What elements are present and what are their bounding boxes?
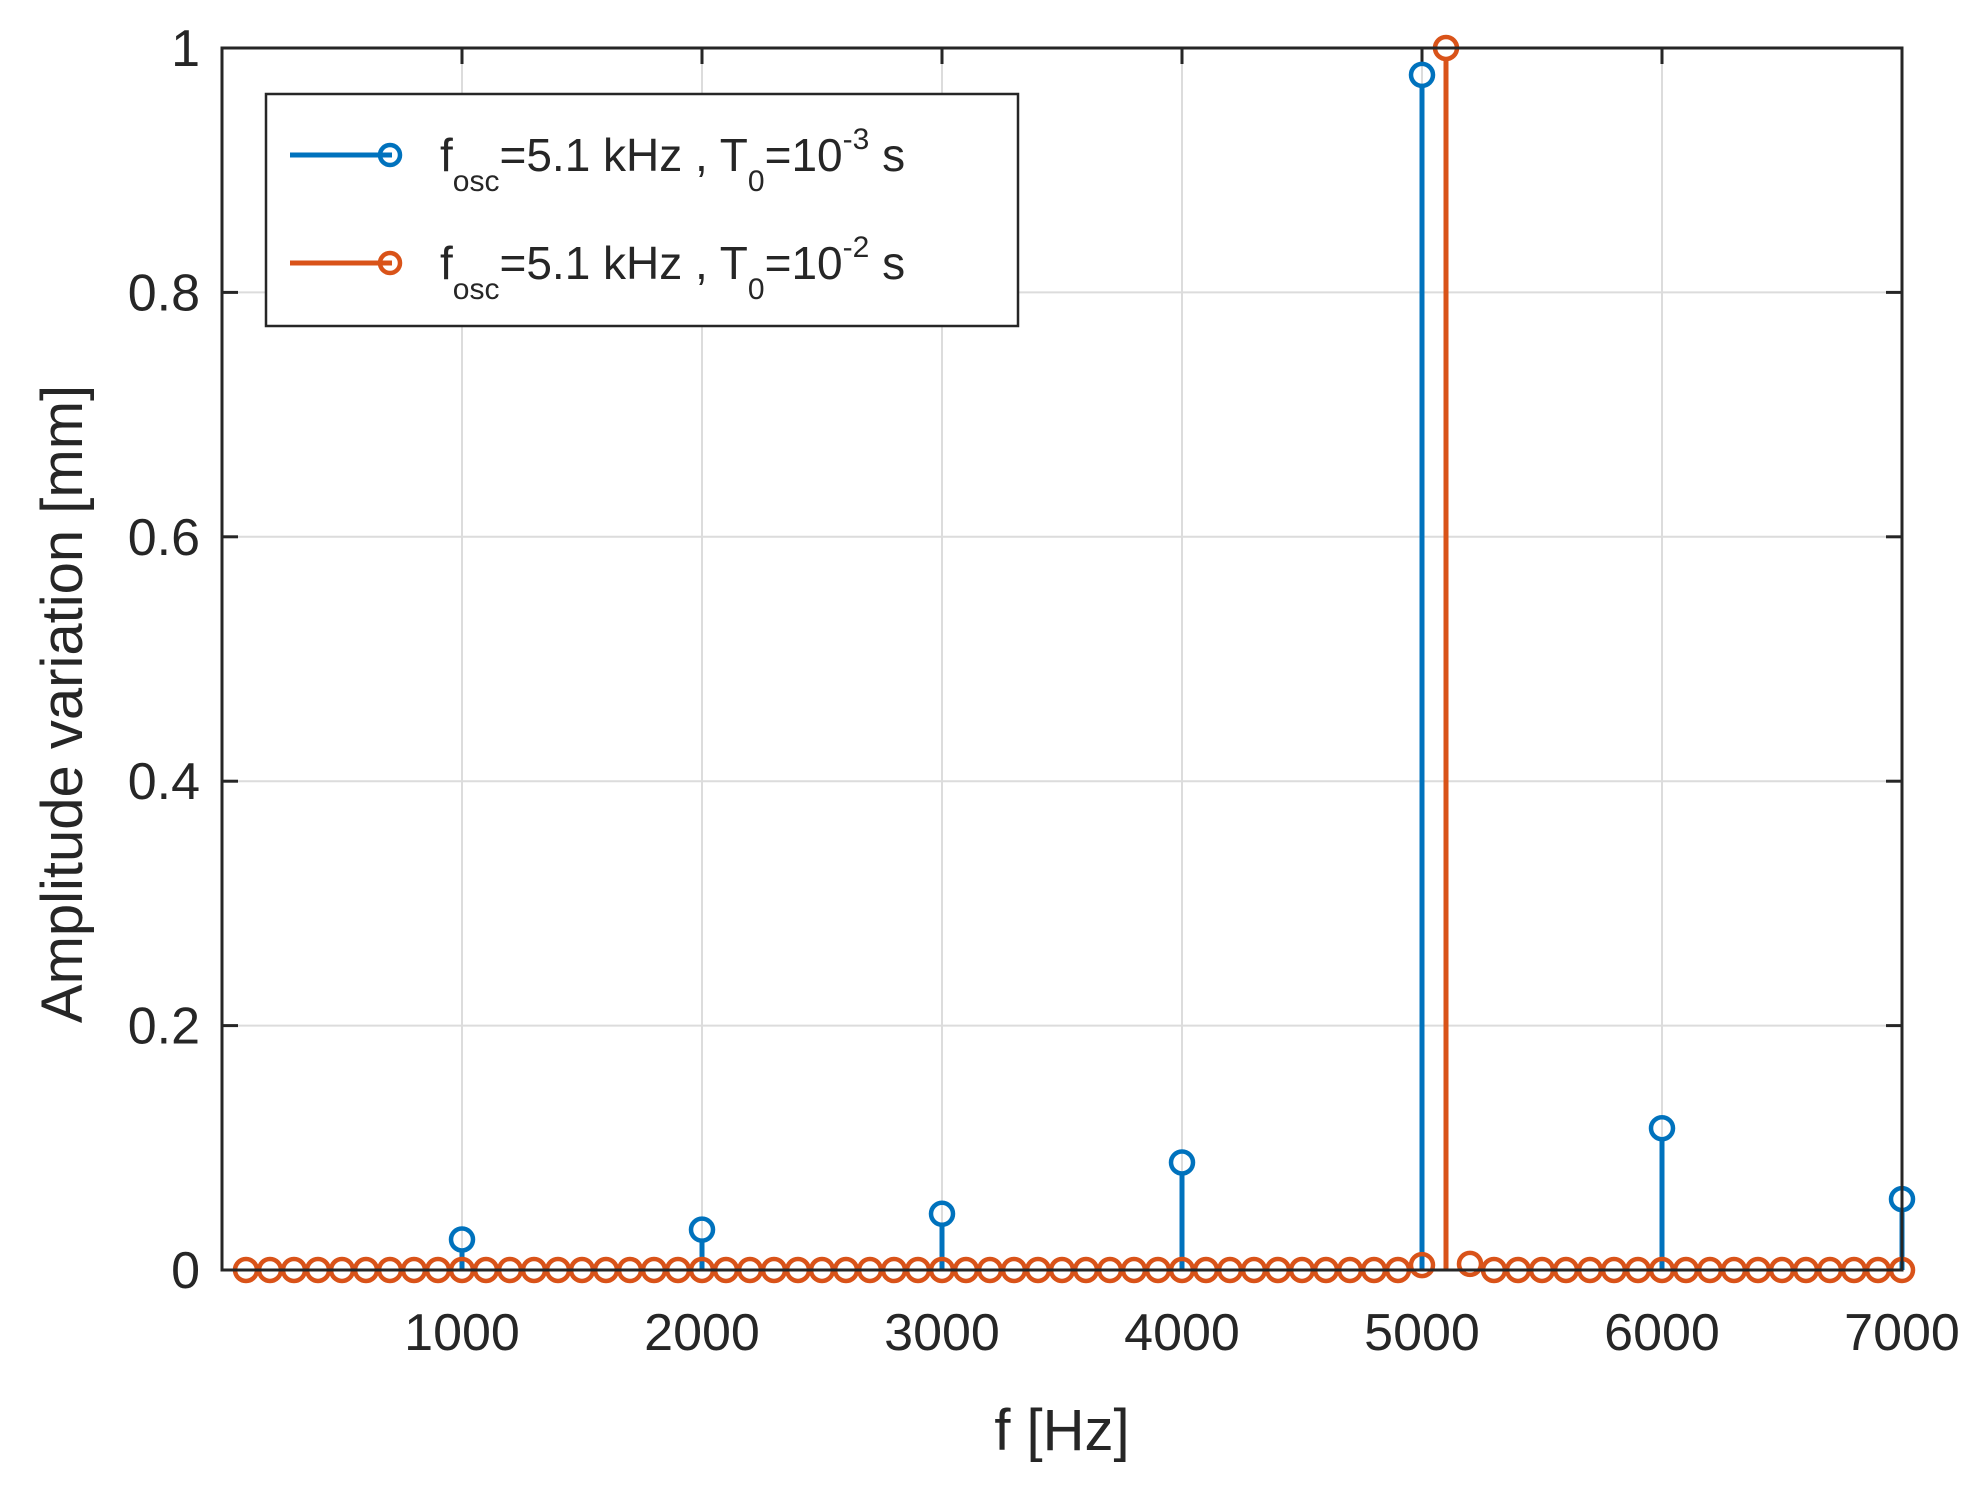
stem-marker (448, 1226, 476, 1253)
legend-marker-series-1 (377, 142, 403, 168)
x-tick-label: 2000 (644, 1304, 760, 1362)
legend-mid: =5.1 kHz , T (499, 237, 747, 289)
x-tick-label: 7000 (1844, 1304, 1960, 1362)
legend-item-series-2: fosc=5.1 kHz , T0=10-2 s (290, 231, 905, 306)
x-axis-label: f [Hz] (994, 1398, 1129, 1463)
legend-f-subscript: osc (453, 273, 500, 306)
series-1 (448, 61, 1916, 1270)
legend-eq: =10 (765, 237, 843, 289)
stem-marker (928, 1200, 956, 1228)
legend-unit: s (869, 237, 905, 289)
stem-marker (688, 1216, 716, 1243)
legend-eq: =10 (765, 129, 843, 181)
plot-frame (220, 46, 1904, 1272)
legend-t-subscript: 0 (748, 165, 765, 198)
y-axis-label: Amplitude variation [mm] (30, 385, 95, 1023)
legend-label-series-2: fosc=5.1 kHz , T0=10-2 s (440, 231, 905, 306)
x-tick-label: 3000 (884, 1304, 1000, 1362)
legend-item-series-1: fosc=5.1 kHz , T0=10-3 s (290, 123, 905, 198)
y-tick-label: 0.2 (128, 998, 200, 1056)
legend-f: f (440, 237, 453, 289)
legend-t-subscript: 0 (748, 273, 765, 306)
legend-box (264, 92, 1020, 328)
legend-exponent: -3 (843, 123, 870, 156)
stem-marker (1408, 1251, 1436, 1279)
x-tick-label: 4000 (1124, 1304, 1240, 1362)
y-axis-ticks: 0 0.2 0.4 0.6 0.8 1 (128, 20, 1902, 1300)
stem-marker (1168, 1149, 1196, 1176)
x-axis-ticks: 1000 2000 3000 4000 5000 6000 7000 (404, 48, 1960, 1362)
stem-marker (1456, 1250, 1484, 1278)
legend-label-series-1: fosc=5.1 kHz , T0=10-3 s (440, 123, 905, 198)
legend-unit: s (869, 129, 905, 181)
x-tick-label: 6000 (1604, 1304, 1720, 1362)
legend-f-subscript: osc (453, 165, 500, 198)
x-tick-label: 1000 (404, 1304, 520, 1362)
stem-marker (1648, 1114, 1676, 1142)
y-tick-label: 0 (171, 1242, 200, 1300)
legend: fosc=5.1 kHz , T0=10-3 s fosc=5.1 kHz , … (264, 92, 1020, 328)
legend-marker-series-2 (377, 250, 403, 276)
y-tick-label: 0.8 (128, 264, 200, 322)
stem-marker (1408, 61, 1436, 89)
legend-f: f (440, 129, 453, 181)
legend-exponent: -2 (843, 231, 870, 264)
legend-mid: =5.1 kHz , T (499, 129, 747, 181)
y-tick-label: 0.4 (128, 753, 200, 811)
y-tick-label: 1 (171, 20, 200, 78)
y-tick-label: 0.6 (128, 509, 200, 567)
x-tick-label: 5000 (1364, 1304, 1480, 1362)
